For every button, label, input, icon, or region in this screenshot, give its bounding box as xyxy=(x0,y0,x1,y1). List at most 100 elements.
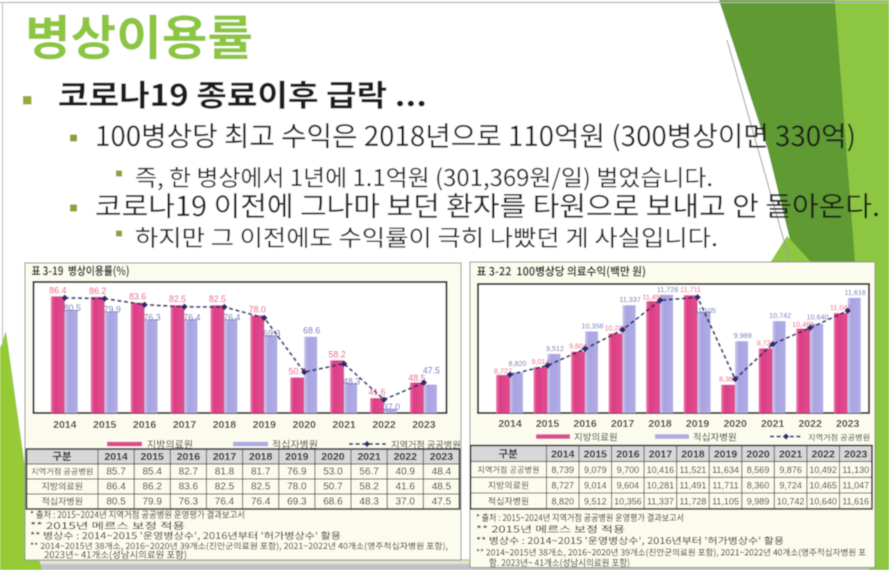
svg-text:76.4: 76.4 xyxy=(251,497,271,508)
svg-text:9,014: 9,014 xyxy=(584,481,607,491)
svg-text:2018: 2018 xyxy=(249,451,273,463)
svg-text:11,105: 11,105 xyxy=(694,306,715,315)
svg-text:2023: 2023 xyxy=(412,419,436,431)
svg-text:86.4: 86.4 xyxy=(49,285,66,295)
svg-text:41.6: 41.6 xyxy=(368,387,385,397)
svg-text:9,604: 9,604 xyxy=(569,341,587,350)
svg-text:40.9: 40.9 xyxy=(396,467,416,478)
svg-text:86.2: 86.2 xyxy=(142,482,162,493)
svg-text:9,989: 9,989 xyxy=(734,331,752,340)
svg-text:2017: 2017 xyxy=(173,419,197,431)
svg-text:11,728: 11,728 xyxy=(657,285,678,294)
svg-text:2015: 2015 xyxy=(584,449,608,461)
svg-text:2020: 2020 xyxy=(293,419,317,431)
svg-text:76.4: 76.4 xyxy=(215,497,235,508)
svg-text:58.2: 58.2 xyxy=(359,482,379,493)
svg-text:2014: 2014 xyxy=(551,449,575,461)
svg-text:37.0: 37.0 xyxy=(383,402,400,412)
svg-text:10,465: 10,465 xyxy=(809,481,837,491)
svg-text:8,820: 8,820 xyxy=(509,359,527,368)
svg-text:47.5: 47.5 xyxy=(432,497,452,508)
svg-text:2017: 2017 xyxy=(649,449,673,461)
svg-text:11,711: 11,711 xyxy=(680,285,701,294)
svg-text:2022: 2022 xyxy=(394,451,418,463)
svg-text:10,281: 10,281 xyxy=(647,481,675,491)
svg-text:2017: 2017 xyxy=(213,451,237,463)
svg-text:80.5: 80.5 xyxy=(106,497,126,508)
svg-text:68.6: 68.6 xyxy=(303,326,320,336)
svg-text:76.4: 76.4 xyxy=(223,313,240,323)
svg-text:9,512: 9,512 xyxy=(546,344,564,353)
svg-text:11,711: 11,711 xyxy=(712,481,738,491)
svg-text:8,360: 8,360 xyxy=(747,481,770,491)
svg-text:58.2: 58.2 xyxy=(329,349,346,359)
svg-text:2019: 2019 xyxy=(285,451,309,463)
svg-text:2020: 2020 xyxy=(746,449,770,461)
svg-text:8,727: 8,727 xyxy=(494,366,512,375)
svg-text:2023: 2023 xyxy=(844,449,868,461)
svg-text:85.4: 85.4 xyxy=(142,467,162,478)
svg-text:48.4: 48.4 xyxy=(432,467,452,478)
svg-text:11,105: 11,105 xyxy=(712,496,739,506)
svg-text:2014: 2014 xyxy=(104,451,128,463)
svg-text:2022: 2022 xyxy=(798,418,822,430)
svg-text:8,569: 8,569 xyxy=(747,465,770,475)
svg-text:10,356: 10,356 xyxy=(582,321,604,330)
svg-text:9,604: 9,604 xyxy=(617,481,640,491)
svg-text:78.0: 78.0 xyxy=(249,304,266,314)
svg-text:2015: 2015 xyxy=(536,418,560,430)
svg-text:81.7: 81.7 xyxy=(251,467,271,478)
svg-text:80.5: 80.5 xyxy=(64,303,81,313)
svg-text:2014: 2014 xyxy=(498,418,522,430)
svg-text:11,728: 11,728 xyxy=(680,496,707,506)
svg-text:8,360: 8,360 xyxy=(719,375,737,384)
svg-text:2017: 2017 xyxy=(611,418,635,430)
svg-text:2021: 2021 xyxy=(761,418,785,430)
svg-text:2021: 2021 xyxy=(357,451,381,463)
svg-text:48.3: 48.3 xyxy=(343,376,360,386)
svg-text:50.7: 50.7 xyxy=(323,482,343,493)
svg-text:76.9: 76.9 xyxy=(287,467,307,478)
svg-text:2014: 2014 xyxy=(53,419,77,431)
svg-text:10,742: 10,742 xyxy=(777,496,805,506)
svg-text:2016: 2016 xyxy=(573,418,597,430)
svg-text:2018: 2018 xyxy=(213,419,237,431)
svg-text:53.0: 53.0 xyxy=(323,467,343,478)
svg-text:82.5: 82.5 xyxy=(215,482,235,493)
svg-text:2019: 2019 xyxy=(714,449,738,461)
svg-text:2019: 2019 xyxy=(253,419,277,431)
svg-text:37.0: 37.0 xyxy=(396,497,416,508)
svg-text:10,416: 10,416 xyxy=(647,465,675,475)
svg-text:56.7: 56.7 xyxy=(359,467,379,478)
svg-text:2016: 2016 xyxy=(177,451,201,463)
svg-text:10,465: 10,465 xyxy=(792,320,814,329)
svg-text:11,337: 11,337 xyxy=(619,295,640,304)
svg-text:41.6: 41.6 xyxy=(396,482,416,493)
svg-text:2021: 2021 xyxy=(779,449,803,461)
svg-text:11,521: 11,521 xyxy=(680,465,707,475)
svg-text:2016: 2016 xyxy=(133,419,157,431)
svg-text:2022: 2022 xyxy=(372,419,396,431)
svg-text:9,079: 9,079 xyxy=(584,465,607,475)
svg-text:11,130: 11,130 xyxy=(842,465,869,475)
svg-text:2020: 2020 xyxy=(321,451,345,463)
svg-text:82.5: 82.5 xyxy=(169,294,186,304)
svg-text:8,739: 8,739 xyxy=(552,465,575,475)
svg-text:10,281: 10,281 xyxy=(605,323,627,332)
svg-text:78.0: 78.0 xyxy=(287,482,307,493)
svg-text:9,700: 9,700 xyxy=(617,465,640,475)
svg-text:82.7: 82.7 xyxy=(179,467,199,478)
svg-text:11,337: 11,337 xyxy=(647,496,674,506)
svg-text:2021: 2021 xyxy=(332,419,356,431)
svg-text:10,742: 10,742 xyxy=(769,311,791,320)
svg-text:9,876: 9,876 xyxy=(779,465,802,475)
svg-text:10,640: 10,640 xyxy=(807,312,829,321)
svg-text:9,724: 9,724 xyxy=(757,338,775,347)
svg-text:11,616: 11,616 xyxy=(842,496,869,506)
svg-text:11,047: 11,047 xyxy=(830,303,851,312)
svg-text:11,047: 11,047 xyxy=(842,481,869,491)
svg-text:2019: 2019 xyxy=(686,418,710,430)
svg-text:11,491: 11,491 xyxy=(642,293,663,302)
svg-text:48.5: 48.5 xyxy=(408,373,425,383)
svg-text:82.5: 82.5 xyxy=(209,294,226,304)
